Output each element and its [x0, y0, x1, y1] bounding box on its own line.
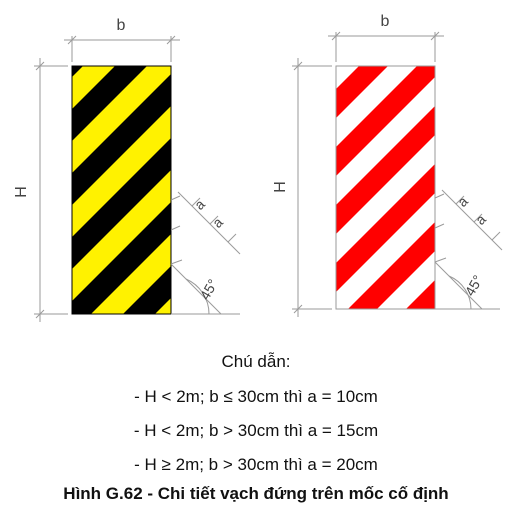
diagonal-stripe — [72, 330, 171, 350]
legend-line: - H < 2m; b > 30cm thì a = 15cm — [133, 421, 379, 440]
diagonal-stripe — [72, 74, 171, 205]
diagonal-stripe — [336, 66, 388, 118]
red-white-post — [335, 0, 436, 310]
width-label: b — [381, 13, 390, 30]
legend-line: - H < 2m; b ≤ 30cm thì a = 10cm — [134, 387, 378, 406]
width-label: b — [117, 17, 126, 34]
height-label: H — [13, 186, 30, 198]
figure-caption: Hình G.62 - Chi tiết vạch đứng trên mốc … — [63, 484, 449, 503]
post-outline — [71, 65, 172, 315]
diagonal-stripe — [336, 0, 435, 60]
diagonal-stripe — [72, 66, 147, 141]
post-outline — [335, 65, 436, 310]
diagonal-stripe — [72, 202, 171, 314]
post-stripes — [72, 0, 171, 350]
diagonal-stripe — [72, 66, 83, 77]
diagonal-stripe — [336, 0, 435, 2]
diagonal-stripe — [406, 280, 435, 309]
angle-label: 45° — [461, 272, 485, 298]
diagonal-stripe — [72, 0, 171, 13]
diagonal-stripe — [336, 66, 435, 176]
diagonal-stripe — [348, 222, 435, 309]
legend-line: - H ≥ 2m; b > 30cm thì a = 20cm — [134, 455, 378, 474]
black-yellow-post — [71, 0, 172, 350]
diagonal-stripe — [72, 138, 171, 269]
post-stripes — [336, 0, 435, 309]
spacing-label-a: a — [454, 193, 471, 210]
diagonal-stripe — [336, 164, 435, 292]
legend-title: Chú dẫn: — [221, 352, 291, 371]
diagonal-stripe — [336, 106, 435, 234]
height-label: H — [272, 181, 289, 193]
marker-posts-diagram: b H a a 45° b — [13, 0, 503, 350]
diagonal-stripe — [123, 266, 171, 314]
spacing-label-a: a — [472, 211, 489, 228]
angle-label: 45° — [196, 276, 220, 302]
